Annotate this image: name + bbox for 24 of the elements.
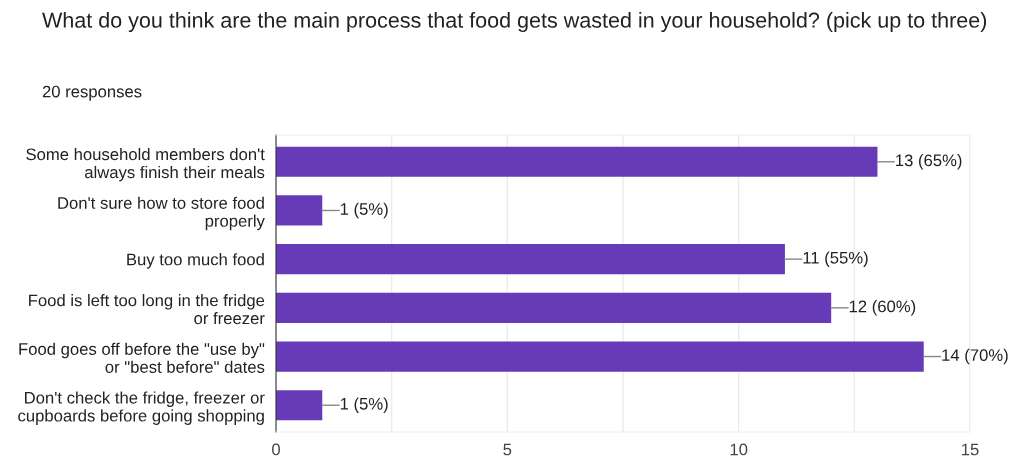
data-label: 13 (65%) <box>896 154 962 170</box>
bar <box>276 292 832 323</box>
y-tick-label: Food is left too long in the fridge or freezer <box>29 294 265 325</box>
y-tick-label: Buy too much food <box>127 253 264 269</box>
x-tick-label: 5 <box>503 443 512 456</box>
text: 20 responses <box>42 85 142 101</box>
data-label: 12 (60%) <box>849 300 916 316</box>
data-label: 1 (5%) <box>340 397 388 413</box>
bar <box>276 195 323 226</box>
chart-title: What do you think are the main process that food gets wasted in your household? (pick up to three) <box>42 12 987 33</box>
data-label: 11 (55%) <box>803 251 868 267</box>
bar <box>276 244 785 275</box>
x-tick-label: 10 <box>730 443 748 456</box>
bar <box>276 341 924 372</box>
x-tick-label: 15 <box>962 443 979 456</box>
y-tick-label: Don't check the fridge, freezer or cupboards before going shopping <box>18 391 265 425</box>
bar <box>276 146 878 177</box>
y-tick-label: Don't sure how to store food properly <box>58 196 265 231</box>
data-label: 1 (5%) <box>340 202 388 219</box>
bar <box>276 390 323 421</box>
x-tick-label: 0 <box>272 443 280 456</box>
data-label: 14 (70%) <box>942 348 1008 365</box>
y-tick-label: Food goes off before the "use by" or "best before" dates <box>19 342 265 373</box>
y-tick-label: Some household members don't always finish their meals <box>26 147 265 182</box>
